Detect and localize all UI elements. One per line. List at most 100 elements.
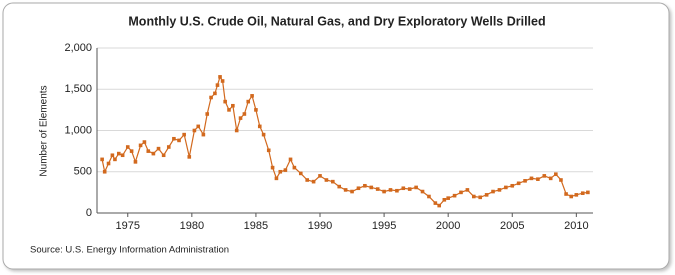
data-point bbox=[442, 198, 447, 202]
data-point bbox=[234, 128, 239, 133]
data-point bbox=[420, 189, 425, 194]
data-point bbox=[292, 165, 297, 170]
data-point bbox=[246, 99, 251, 104]
data-point bbox=[559, 178, 563, 182]
data-point bbox=[231, 103, 235, 108]
data-point bbox=[177, 138, 181, 143]
data-point bbox=[133, 160, 138, 164]
data-point bbox=[187, 155, 192, 159]
y-tick-label: 500 bbox=[74, 166, 92, 178]
data-point bbox=[201, 132, 206, 137]
data-point bbox=[407, 187, 412, 191]
data-point bbox=[564, 192, 568, 196]
data-point bbox=[223, 99, 227, 104]
data-point bbox=[172, 136, 176, 141]
data-point bbox=[350, 189, 354, 194]
data-point bbox=[116, 151, 121, 156]
data-point bbox=[161, 153, 166, 158]
data-point bbox=[465, 188, 470, 192]
data-point bbox=[192, 128, 197, 133]
data-point bbox=[554, 172, 558, 177]
data-point bbox=[536, 177, 540, 181]
data-point bbox=[497, 188, 502, 192]
data-point bbox=[102, 169, 107, 174]
data-point bbox=[113, 157, 117, 162]
data-point bbox=[369, 185, 374, 190]
data-point bbox=[288, 157, 293, 162]
y-tick-label: 2,000 bbox=[64, 42, 92, 54]
x-tick-label: 1995 bbox=[372, 220, 396, 232]
data-point bbox=[209, 95, 213, 100]
data-point bbox=[491, 189, 495, 194]
data-point bbox=[401, 186, 406, 191]
data-point bbox=[433, 201, 438, 205]
y-tick-label: 1,500 bbox=[64, 83, 92, 95]
data-point bbox=[510, 183, 515, 188]
data-point bbox=[270, 165, 275, 170]
data-point bbox=[542, 174, 547, 178]
data-point bbox=[227, 108, 231, 112]
data-point bbox=[529, 176, 534, 181]
data-point bbox=[356, 186, 361, 191]
source-note: Source: U.S. Energy Information Administ… bbox=[30, 245, 229, 256]
x-tick-label: 2010 bbox=[564, 220, 588, 232]
data-point bbox=[311, 179, 316, 184]
frame bbox=[2, 2, 670, 270]
data-point bbox=[106, 161, 111, 166]
data-point bbox=[274, 176, 279, 181]
data-point bbox=[472, 194, 476, 199]
x-tick-label: 1990 bbox=[308, 220, 332, 232]
data-point bbox=[343, 188, 348, 192]
data-point bbox=[548, 176, 553, 181]
data-point bbox=[375, 187, 380, 191]
data-point bbox=[523, 179, 527, 183]
data-point bbox=[574, 193, 579, 197]
data-point bbox=[516, 181, 521, 186]
y-tick-label: 0 bbox=[86, 207, 92, 219]
data-point bbox=[142, 140, 147, 144]
data-point bbox=[205, 112, 210, 116]
data-point bbox=[586, 190, 590, 195]
data-point bbox=[110, 153, 115, 158]
data-point bbox=[156, 146, 161, 151]
data-point bbox=[266, 148, 271, 153]
data-point bbox=[125, 145, 130, 149]
x-tick-label: 2000 bbox=[436, 220, 460, 232]
data-point bbox=[242, 112, 247, 116]
data-point bbox=[182, 132, 186, 137]
data-point bbox=[151, 151, 156, 156]
data-point bbox=[278, 169, 283, 174]
data-point bbox=[283, 168, 288, 172]
x-tick-label: 1975 bbox=[116, 220, 140, 232]
data-point bbox=[388, 188, 393, 192]
data-point bbox=[452, 193, 457, 198]
data-point bbox=[146, 149, 151, 153]
data-point bbox=[100, 157, 104, 162]
data-point bbox=[446, 196, 450, 200]
data-point bbox=[363, 183, 367, 188]
data-point bbox=[478, 195, 483, 200]
data-point bbox=[220, 79, 225, 83]
data-point bbox=[213, 91, 217, 96]
data-point bbox=[331, 179, 335, 184]
y-axis-label: Number of Elements bbox=[39, 85, 50, 176]
data-point bbox=[459, 190, 463, 195]
data-point bbox=[138, 143, 143, 148]
data-point bbox=[215, 83, 220, 87]
data-point bbox=[196, 124, 201, 129]
data-point bbox=[569, 194, 574, 199]
data-point bbox=[254, 108, 258, 112]
data-point bbox=[318, 174, 322, 178]
y-tick-label: 1,000 bbox=[64, 124, 92, 136]
x-tick-label: 2005 bbox=[500, 220, 524, 232]
data-point bbox=[261, 132, 266, 137]
data-point bbox=[427, 194, 431, 199]
data-point bbox=[382, 189, 386, 194]
chart-title: Monthly U.S. Crude Oil, Natural Gas, and… bbox=[128, 14, 545, 28]
data-point bbox=[580, 191, 585, 195]
data-point bbox=[120, 153, 125, 158]
data-point bbox=[250, 94, 254, 98]
data-point bbox=[484, 193, 489, 197]
x-tick-label: 1980 bbox=[180, 220, 204, 232]
